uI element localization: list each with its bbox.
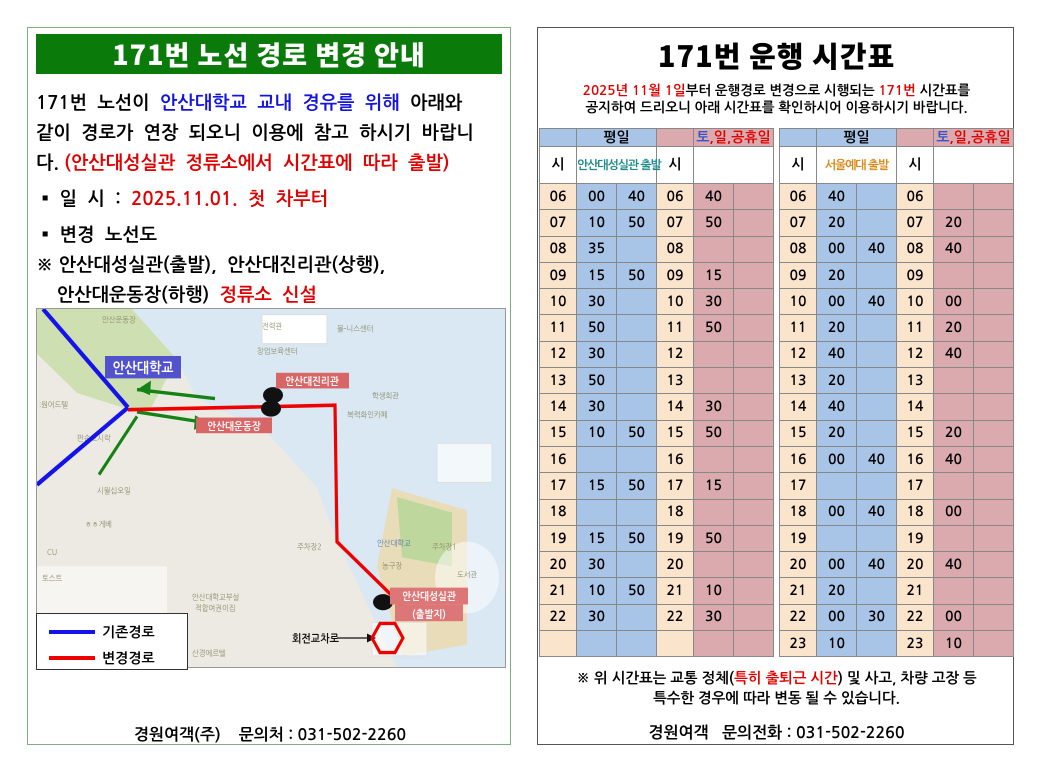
- svg-text:(출발지): (출발지): [412, 608, 446, 620]
- svg-text:창업보육센터: 창업보육센터: [257, 346, 298, 355]
- svg-text:안산운동장: 안산운동장: [102, 315, 136, 324]
- svg-text:CU: CU: [47, 549, 57, 557]
- svg-text:안산대성실관: 안산대성실관: [402, 590, 456, 602]
- svg-text:토스트: 토스트: [42, 575, 62, 583]
- svg-text:복력화인카페: 복력화인카페: [347, 410, 388, 419]
- svg-text:안산대학교부설: 안산대학교부설: [192, 593, 239, 602]
- svg-text:안산대학교: 안산대학교: [377, 539, 411, 548]
- svg-text:농구장: 농구장: [382, 561, 402, 570]
- svg-text:안산대운동장: 안산대운동장: [207, 420, 261, 432]
- svg-text:기존경로: 기존경로: [102, 625, 155, 640]
- svg-text:산경에르텔: 산경에르텔: [192, 649, 226, 658]
- svg-text:ㅎㅎ게베: ㅎㅎ게베: [85, 520, 112, 529]
- svg-text:적합여권이집: 적합여권이집: [195, 604, 236, 613]
- svg-text:주차장1: 주차장1: [432, 542, 457, 551]
- svg-text:도서관: 도서관: [457, 570, 478, 579]
- svg-text:전력관: 전력관: [262, 322, 283, 331]
- svg-text:학생회관: 학생회관: [372, 391, 400, 400]
- svg-text:안산대학교: 안산대학교: [112, 360, 173, 376]
- svg-text:시월십오일: 시월십오일: [97, 486, 131, 495]
- svg-text:안산대진리관: 안산대진리관: [285, 376, 339, 388]
- svg-text:볼-니스센터: 볼-니스센터: [337, 324, 373, 333]
- svg-text:회전교차로: 회전교차로: [292, 633, 339, 645]
- svg-text:변경경로: 변경경로: [102, 651, 155, 666]
- svg-text:주차장2: 주차장2: [297, 542, 322, 551]
- svg-text::원어드텔: :원어드텔: [39, 400, 68, 409]
